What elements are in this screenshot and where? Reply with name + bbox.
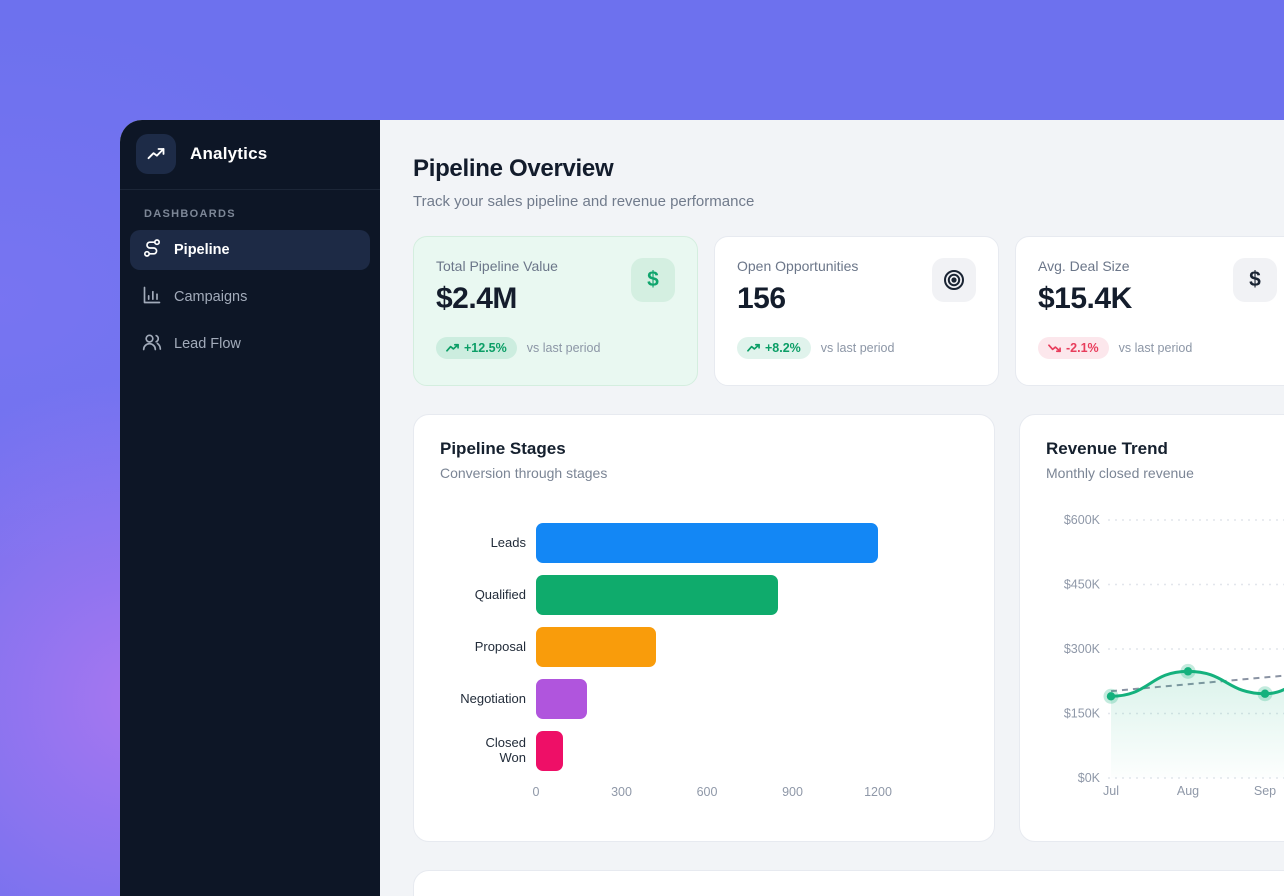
main-content: Pipeline Overview Track your sales pipel… xyxy=(380,120,1284,896)
sidebar-divider xyxy=(120,189,380,190)
sidebar: Analytics DASHBOARDS Pipeline Campaigns … xyxy=(120,120,380,896)
dollar-icon: $ xyxy=(1233,258,1277,302)
kpi-card-avg-deal-size: Avg. Deal Size $15.4K $ -2.1% vs last pe… xyxy=(1015,236,1284,386)
kpi-label: Avg. Deal Size xyxy=(1038,258,1130,274)
kpi-change-value: +12.5% xyxy=(464,341,507,355)
kpi-compare-label: vs last period xyxy=(820,341,895,355)
revenue-area xyxy=(1111,671,1284,778)
bar-negotiation xyxy=(536,679,588,719)
bar-category-label: Qualified xyxy=(474,586,526,602)
bar-leads xyxy=(536,523,878,563)
bar-category-label: Proposal xyxy=(474,638,526,654)
bar-axis: 0 300 600 900 1200 xyxy=(532,785,892,803)
x-tick-label: Aug xyxy=(1177,784,1199,798)
bar-row: Leads xyxy=(440,517,968,569)
sidebar-item-label: Pipeline xyxy=(174,242,230,258)
kpi-change-value: -2.1% xyxy=(1066,341,1099,355)
bar-rows: Leads Qualified Proposal Negotiation Closed … xyxy=(440,517,968,777)
app-window: Analytics DASHBOARDS Pipeline Campaigns … xyxy=(120,120,1284,896)
kpi-label: Total Pipeline Value xyxy=(436,258,558,274)
target-icon xyxy=(932,258,976,302)
y-tick-label: $150K xyxy=(1064,707,1101,721)
x-tick-label: 1200 xyxy=(864,785,892,799)
page-subtitle: Track your sales pipeline and revenue pe… xyxy=(413,193,755,210)
kpi-change-badge: -2.1% xyxy=(1038,337,1109,359)
bar-row: Qualified xyxy=(440,569,968,621)
y-tick-label: $450K xyxy=(1064,578,1101,592)
bar-closed-won xyxy=(536,731,564,771)
y-tick-label: $600K xyxy=(1064,513,1101,527)
trending-up-icon xyxy=(446,343,459,352)
page-title: Pipeline Overview xyxy=(413,155,614,182)
trending-up-icon xyxy=(136,134,176,174)
bar-row: Closed Won xyxy=(440,725,968,777)
charts-row: Pipeline Stages Conversion through stage… xyxy=(413,414,1284,842)
sidebar-item-label: Campaigns xyxy=(174,289,248,305)
kpi-change-badge: +12.5% xyxy=(436,337,517,359)
kpi-compare-label: vs last period xyxy=(1118,341,1193,355)
bar-category-label: Leads xyxy=(490,534,526,550)
x-tick-label: Jul xyxy=(1103,784,1119,798)
bar-row: Negotiation xyxy=(440,673,968,725)
chart-title: Pipeline Stages xyxy=(440,439,566,458)
sidebar-item-label: Lead Flow xyxy=(174,336,241,352)
chart-subtitle: Monthly closed revenue xyxy=(1046,465,1194,481)
trending-down-icon xyxy=(1048,344,1061,353)
y-tick-label: $300K xyxy=(1064,642,1101,656)
revenue-trend-card: Revenue Trend Monthly closed revenue $0K… xyxy=(1019,414,1284,842)
sidebar-item-campaigns[interactable]: Campaigns xyxy=(130,277,370,317)
data-point xyxy=(1106,692,1116,701)
data-point xyxy=(1260,689,1270,698)
pipeline-stages-chart: Leads Qualified Proposal Negotiation Closed … xyxy=(440,517,968,803)
x-tick-label: 300 xyxy=(611,785,632,799)
app-logo: Analytics xyxy=(120,120,380,189)
kpi-compare-label: vs last period xyxy=(526,341,601,355)
bar-row: Proposal xyxy=(440,621,968,673)
kpi-value: 156 xyxy=(737,282,786,315)
dollar-icon: $ xyxy=(631,258,675,302)
revenue-trend-chart: $0K $150K $300K $450K $600K Jul Aug Sep xyxy=(1064,513,1284,798)
trending-up-icon xyxy=(747,343,760,352)
sidebar-section-label: DASHBOARDS xyxy=(144,208,236,220)
kpi-change-value: +8.2% xyxy=(765,341,801,355)
x-tick-label: 900 xyxy=(782,785,803,799)
kpi-row: Total Pipeline Value $2.4M $ +12.5% vs l… xyxy=(413,236,1284,386)
bar-chart-icon xyxy=(142,285,162,309)
kpi-value: $15.4K xyxy=(1038,282,1132,315)
sidebar-item-lead-flow[interactable]: Lead Flow xyxy=(130,324,370,364)
kpi-change-badge: +8.2% xyxy=(737,337,811,359)
bar-category-label: Closed Won xyxy=(485,735,526,765)
pipeline-stages-card: Pipeline Stages Conversion through stage… xyxy=(413,414,995,842)
kpi-card-total-pipeline-value: Total Pipeline Value $2.4M $ +12.5% vs l… xyxy=(413,236,698,386)
x-tick-label: Sep xyxy=(1254,784,1276,798)
revenue-line xyxy=(1109,669,1284,698)
chart-subtitle: Conversion through stages xyxy=(440,465,608,481)
kpi-value: $2.4M xyxy=(436,282,517,315)
route-icon xyxy=(142,238,162,262)
sidebar-item-pipeline[interactable]: Pipeline xyxy=(130,230,370,270)
bar-qualified xyxy=(536,575,779,615)
data-point xyxy=(1183,667,1193,676)
app-name: Analytics xyxy=(190,144,268,163)
chart-title: Revenue Trend xyxy=(1046,439,1168,458)
bar-proposal xyxy=(536,627,656,667)
additional-card-partial xyxy=(413,870,1284,896)
x-tick-label: 0 xyxy=(532,785,540,799)
bar-category-label: Negotiation xyxy=(460,690,526,706)
users-icon xyxy=(142,332,162,356)
kpi-card-open-opportunities: Open Opportunities 156 +8.2% vs last per… xyxy=(714,236,999,386)
y-tick-label: $0K xyxy=(1078,771,1101,785)
x-tick-label: 600 xyxy=(696,785,718,799)
kpi-label: Open Opportunities xyxy=(737,258,859,274)
